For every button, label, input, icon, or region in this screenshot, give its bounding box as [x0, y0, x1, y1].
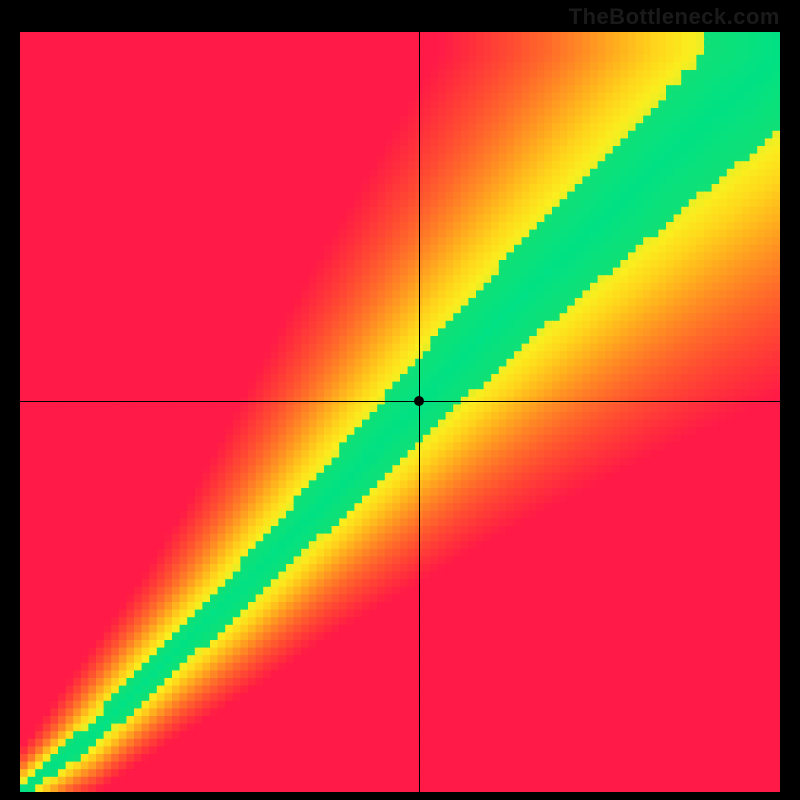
marker-dot — [414, 396, 424, 406]
heatmap-canvas — [20, 32, 780, 792]
crosshair-horizontal — [20, 401, 780, 402]
attribution-text: TheBottleneck.com — [569, 4, 780, 30]
heatmap-chart — [20, 32, 780, 792]
crosshair-vertical — [419, 32, 420, 792]
